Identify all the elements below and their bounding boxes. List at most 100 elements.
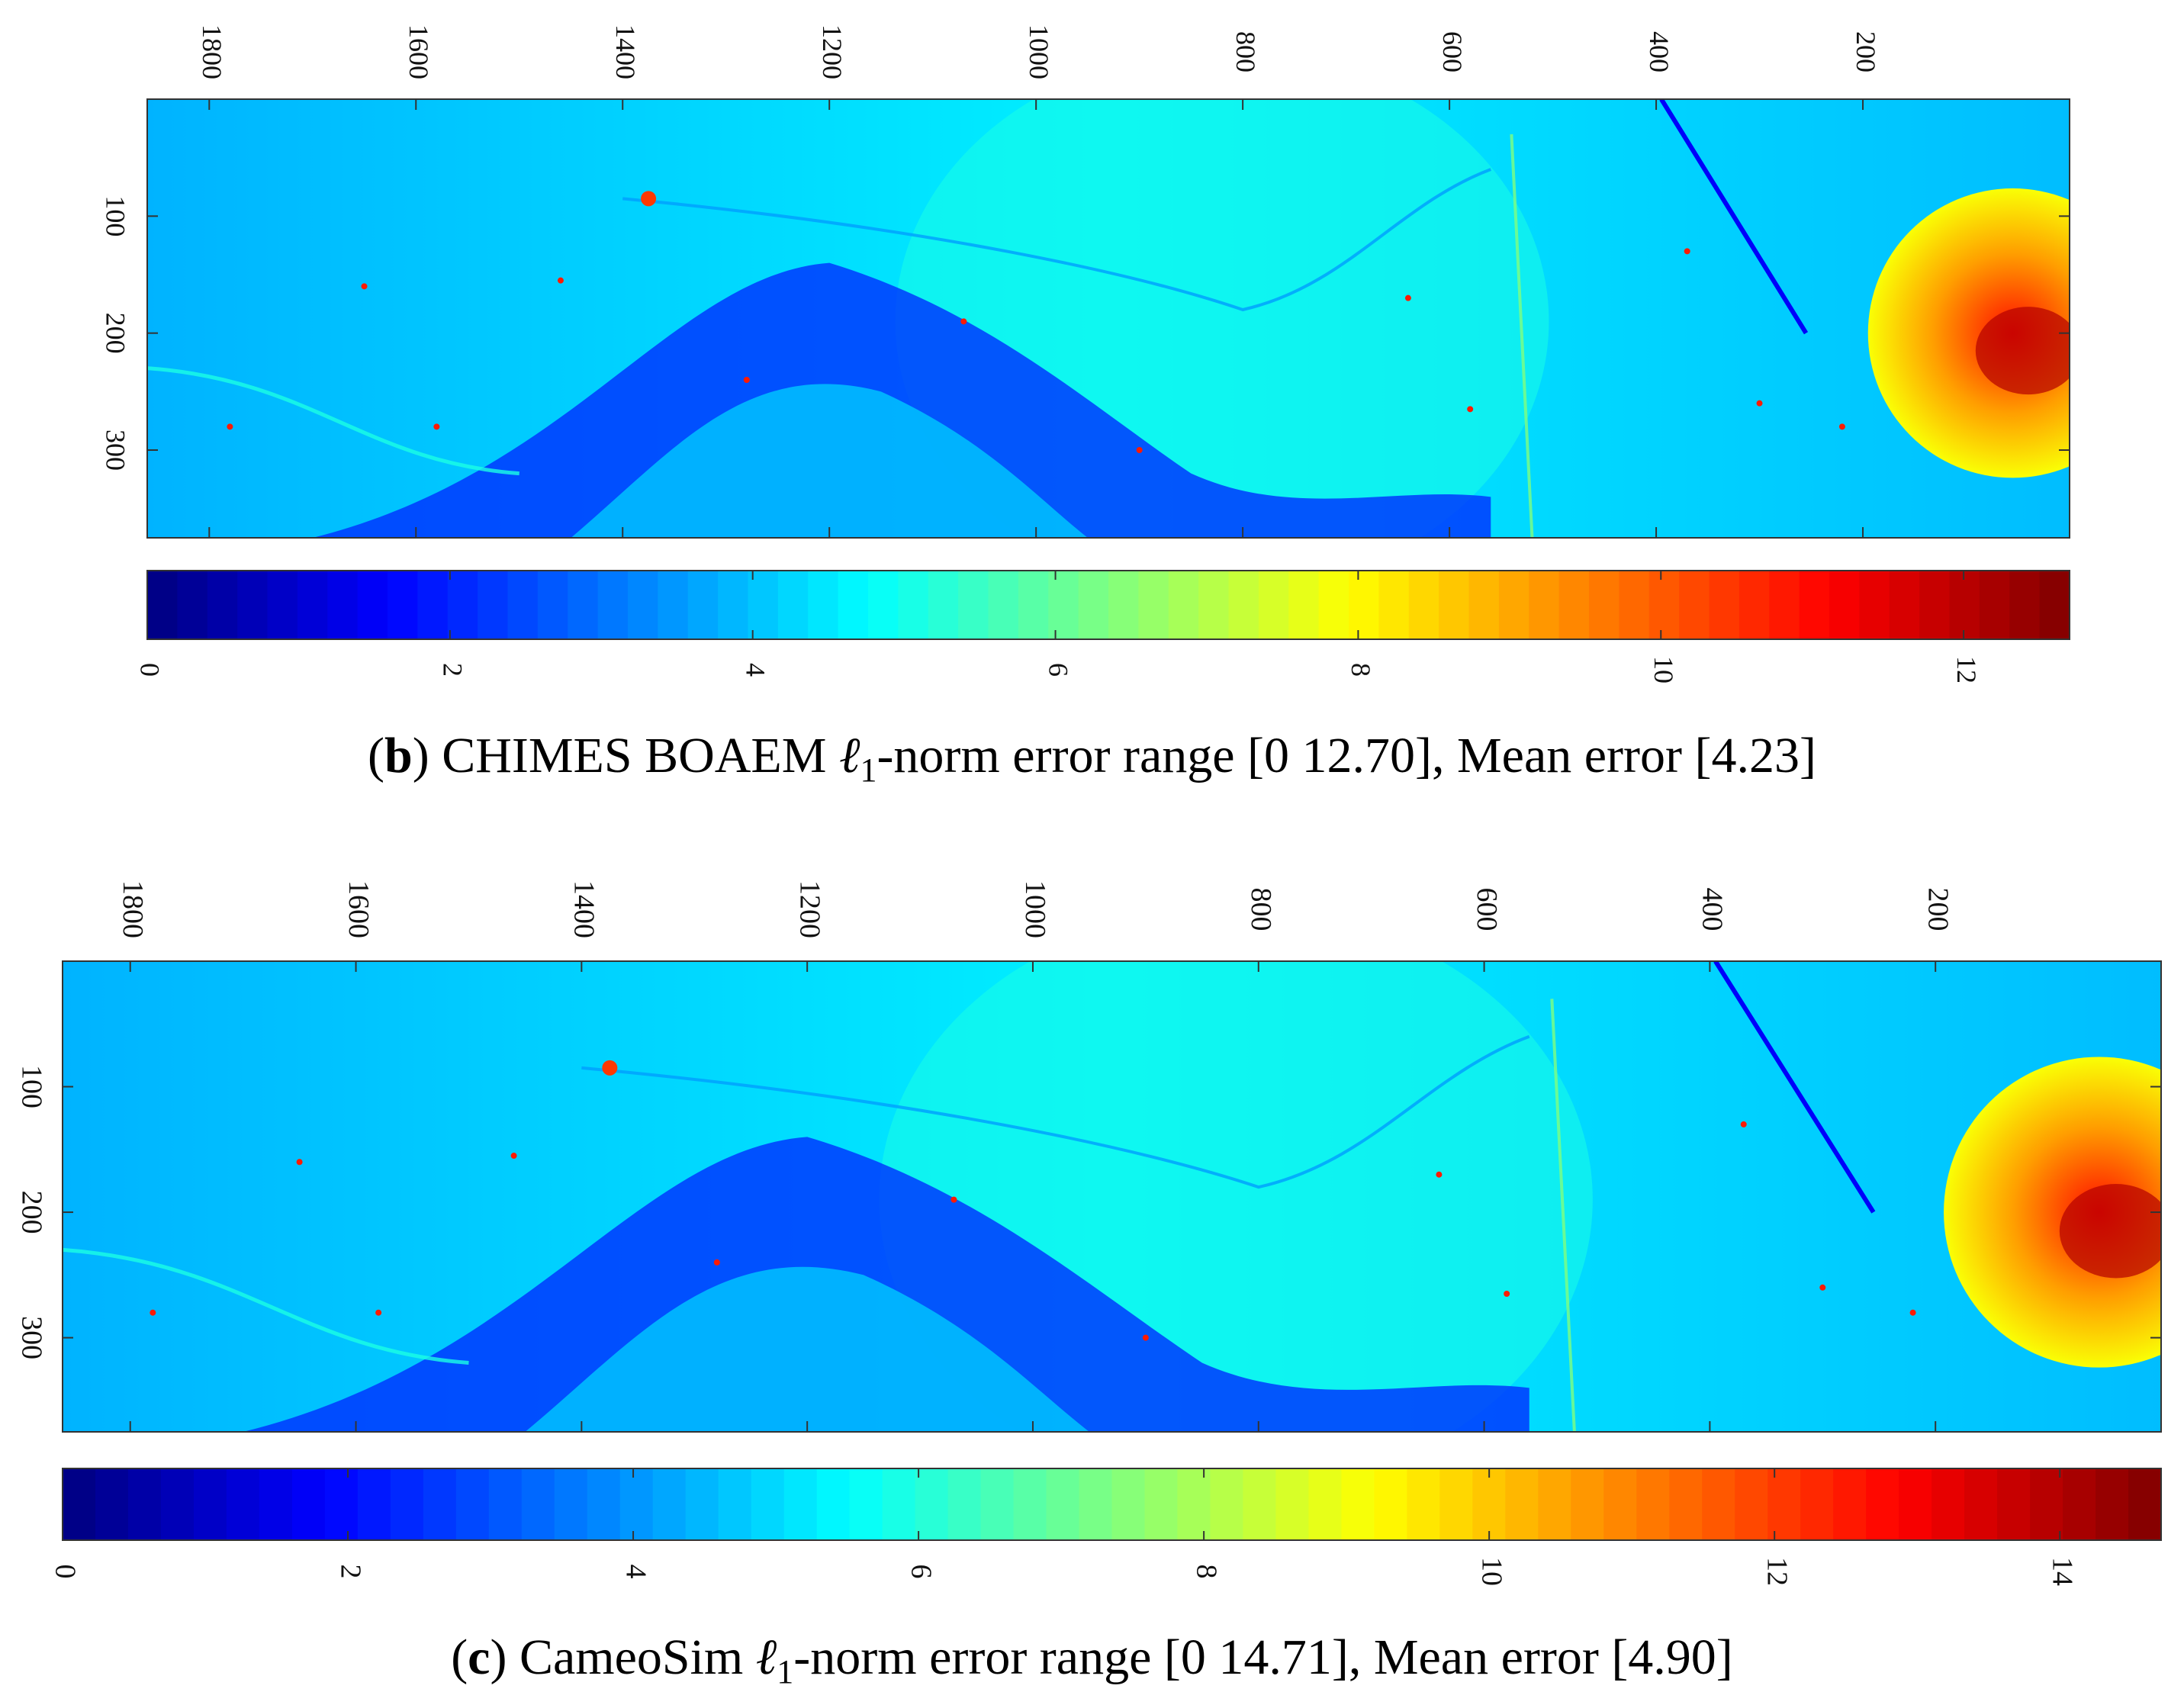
- colorbar-step: [1669, 1468, 1703, 1540]
- heatmap-high-error-disc: [1944, 1057, 2161, 1368]
- colorbar-step: [2030, 1468, 2063, 1540]
- colorbar-tick-label: 8: [1346, 663, 1376, 677]
- heatmap-error-point: [227, 423, 233, 430]
- colorbar-step: [1505, 1468, 1539, 1540]
- colorbar-step: [1538, 1468, 1571, 1540]
- colorbar-step: [2009, 571, 2041, 639]
- colorbar-step: [1571, 1468, 1604, 1540]
- heatmap-field: [147, 99, 2070, 538]
- colorbar-step: [160, 1468, 195, 1540]
- colorbar-tick-label: 0: [135, 663, 166, 677]
- heatmap-error-point: [713, 1259, 720, 1266]
- heatmap-track: [622, 168, 1491, 312]
- colorbar-step: [1468, 571, 1500, 639]
- colorbar-step: [868, 571, 899, 639]
- heatmap-error-point: [361, 283, 368, 290]
- colorbar-step: [1558, 571, 1590, 639]
- x-tick-label: 1400: [568, 880, 600, 938]
- colorbar-step: [1408, 571, 1439, 639]
- colorbar-step: [488, 1468, 523, 1540]
- colorbar-step: [417, 571, 449, 639]
- heatmap-error-point: [1136, 447, 1143, 453]
- colorbar-tick-label: 14: [2047, 1557, 2079, 1586]
- colorbar-step: [95, 1468, 129, 1540]
- heatmap-region-mid-error: [571, 384, 1088, 538]
- colorbar-step: [898, 571, 929, 639]
- heatmap-error-point: [150, 1309, 156, 1316]
- colorbar-tick-label: 10: [1475, 1557, 1507, 1586]
- colorbar-step: [988, 571, 1019, 639]
- heatmap-error-point: [1819, 1284, 1826, 1291]
- colorbar-step: [1767, 1468, 1801, 1540]
- x-tick-label: 400: [1697, 888, 1729, 931]
- heatmap-hotspot: [641, 191, 657, 207]
- colorbar-tick-label: 4: [619, 1565, 651, 1579]
- colorbar-tick-label: 4: [740, 663, 770, 677]
- colorbar-step: [652, 1468, 687, 1540]
- colorbar-tick-label: 6: [1043, 663, 1073, 677]
- colorbar-step: [1866, 1468, 1899, 1540]
- colorbar-step: [928, 571, 959, 639]
- heatmap-hotspot: [602, 1060, 618, 1076]
- plot-frame: [146, 98, 2070, 539]
- colorbar-step: [1648, 571, 1680, 639]
- colorbar-step: [751, 1468, 785, 1540]
- x-tick-label: 1200: [817, 24, 848, 79]
- colorbar-step: [2039, 571, 2070, 639]
- x-tick-label: 1800: [197, 24, 227, 79]
- y-tick-label: 200: [15, 1191, 47, 1234]
- colorbar-step: [327, 571, 359, 639]
- colorbar-step: [537, 571, 568, 639]
- colorbar-step: [882, 1468, 916, 1540]
- colorbar-tick-label: 6: [905, 1565, 937, 1579]
- colorbar-step: [849, 1468, 883, 1540]
- colorbar-step: [1529, 571, 1560, 639]
- colorbar-step: [1318, 571, 1349, 639]
- colorbar-step: [291, 1468, 326, 1540]
- x-tick-label: 1400: [610, 24, 641, 79]
- colorbar-step: [1308, 1468, 1342, 1540]
- heatmap-error-point: [1404, 294, 1411, 301]
- x-tick-label: 1600: [404, 24, 434, 79]
- heatmap-high-error-core: [1975, 307, 2070, 395]
- heatmap-high-error-core: [2059, 1184, 2161, 1279]
- y-tick-label: 300: [101, 429, 131, 471]
- heatmap-chart-c: 1800 1600 1400 1200 1000 800 600 400 20010020030…: [15, 880, 2162, 1586]
- colorbar-step: [357, 571, 388, 639]
- colorbar-step: [2096, 1468, 2129, 1540]
- colorbar-step: [1589, 571, 1620, 639]
- x-tick-label: 600: [1471, 888, 1503, 931]
- colorbar-step: [237, 571, 269, 639]
- colorbar-tick-label: 8: [1190, 1565, 1222, 1579]
- colorbar-step: [1046, 1468, 1080, 1540]
- x-tick-label: 1000: [1024, 24, 1054, 79]
- caption-b-prefix: (: [368, 728, 385, 783]
- heatmap-error-point: [1142, 1334, 1149, 1341]
- colorbar-step: [1198, 571, 1230, 639]
- caption-c-letter: c: [468, 1629, 491, 1685]
- colorbar-step: [783, 1468, 818, 1540]
- colorbar-step: [1407, 1468, 1440, 1540]
- caption-b-text: ) CHIMES BOAEM: [412, 728, 839, 783]
- colorbar-step: [1932, 1468, 1965, 1540]
- colorbar-step: [1341, 1468, 1375, 1540]
- colorbar-step: [1168, 571, 1199, 639]
- colorbar-step: [1859, 571, 1890, 639]
- colorbar-step: [1739, 571, 1770, 639]
- heatmap-error-point: [1740, 1121, 1747, 1127]
- colorbar-step: [1078, 571, 1109, 639]
- heatmap-error-point: [1467, 406, 1474, 413]
- colorbar-step: [1679, 571, 1710, 639]
- heatmap-error-point: [510, 1153, 517, 1160]
- x-tick-label: 200: [1851, 31, 1881, 72]
- heatmap-field: [63, 961, 2161, 1432]
- colorbar-step: [808, 571, 839, 639]
- y-tick-label: 300: [15, 1316, 47, 1359]
- colorbar-step: [980, 1468, 1015, 1540]
- x-tick-label: 1800: [117, 880, 149, 938]
- y-tick-label: 100: [101, 195, 131, 236]
- colorbar-step: [1619, 571, 1650, 639]
- heatmap-error-point: [375, 1309, 382, 1316]
- colorbar-step: [619, 1468, 654, 1540]
- colorbar-step: [388, 571, 418, 639]
